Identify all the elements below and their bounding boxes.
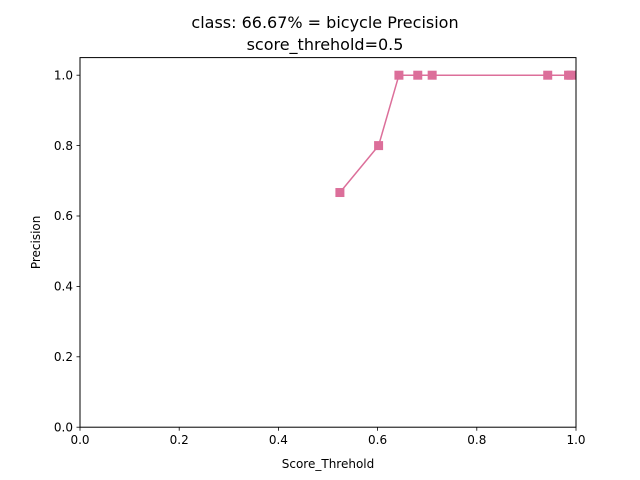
data-point-marker — [543, 70, 553, 80]
x-tick-label: 0.4 — [269, 433, 288, 447]
x-axis-label: Score_Threhold — [282, 457, 375, 471]
data-point-marker — [394, 70, 404, 80]
x-tick-label: 0.0 — [70, 433, 89, 447]
plot-area — [80, 57, 576, 428]
y-tick-label: 1.0 — [54, 68, 73, 82]
axes-frame — [79, 57, 577, 428]
series-layer — [335, 70, 576, 198]
x-tick-label: 0.2 — [170, 433, 189, 447]
y-axis-label: Precision — [29, 216, 43, 270]
chart-title: class: 66.67% = bicycle Precision — [191, 13, 458, 32]
plot-background — [80, 57, 576, 428]
y-axis-ticks: 0.0 0.2 0.4 0.6 0.8 1.0 — [54, 68, 80, 434]
y-tick-label: 0.6 — [54, 209, 73, 223]
chart-subtitle: score_threhold=0.5 — [247, 35, 404, 55]
data-point-marker — [374, 141, 384, 151]
data-point-marker — [335, 188, 345, 198]
y-tick-label: 0.8 — [54, 139, 73, 153]
data-point-marker — [413, 70, 423, 80]
x-axis-ticks: 0.0 0.2 0.4 0.6 0.8 1.0 — [70, 427, 586, 447]
y-tick-label: 0.2 — [54, 350, 73, 364]
data-point-marker — [427, 70, 437, 80]
y-tick-label: 0.0 — [54, 420, 73, 434]
y-tick-label: 0.4 — [54, 280, 73, 294]
axes-border — [79, 57, 577, 428]
x-tick-label: 0.8 — [467, 433, 486, 447]
x-tick-label: 1.0 — [566, 433, 585, 447]
x-tick-label: 0.6 — [368, 433, 387, 447]
data-point-marker — [566, 70, 576, 80]
